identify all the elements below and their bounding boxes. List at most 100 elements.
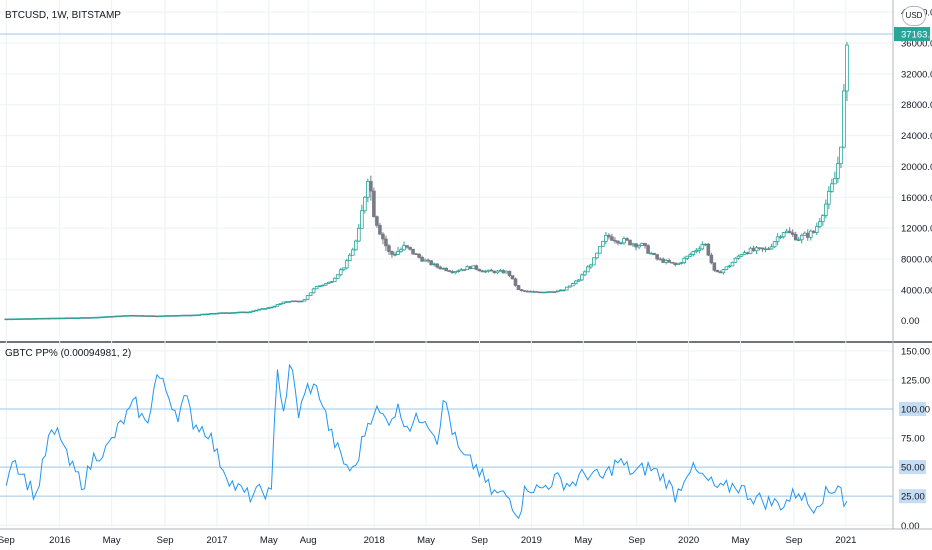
candle-body (79, 317, 84, 319)
candle-body (70, 317, 75, 320)
candle-body (655, 254, 659, 260)
candle-body (745, 252, 750, 255)
candle-body (471, 265, 476, 270)
candle-body (381, 233, 385, 240)
candle-body (429, 260, 433, 266)
candle-body (164, 315, 168, 317)
candle-body (414, 253, 418, 255)
candle-body (438, 266, 442, 270)
candle-body (408, 246, 412, 250)
candle-body (595, 252, 599, 259)
candle-body (549, 291, 554, 293)
candle-body (357, 227, 361, 242)
candle-body (308, 292, 313, 297)
candle-body (447, 270, 452, 272)
indicator-tick-label: 150.00 (901, 346, 930, 357)
candle-body (100, 316, 105, 319)
candle-body (284, 301, 289, 303)
candle-body (564, 286, 569, 291)
candle-body (561, 289, 566, 292)
candle-body (13, 318, 18, 320)
candle-body (34, 318, 39, 320)
candle-body (203, 313, 207, 316)
candle-body (85, 317, 90, 319)
candle-body (109, 316, 114, 318)
candle-body (516, 285, 521, 291)
candle-body (218, 312, 223, 314)
candle-body (158, 315, 162, 318)
price-tick-label: 0.00 (901, 316, 920, 327)
indicator-level-label: 25.00 (901, 492, 925, 503)
x-tick-label: Sep (0, 535, 15, 546)
x-tick-label: 2021 (835, 535, 856, 546)
candle-body (784, 230, 789, 234)
last-price-label: 37163.04 (901, 30, 932, 41)
candle-body (450, 271, 455, 274)
candle-body (573, 280, 578, 284)
candle-body (842, 90, 846, 148)
candle-body (320, 284, 325, 287)
candle-body (326, 281, 331, 284)
candle-body (278, 303, 283, 305)
candle-body (543, 291, 548, 294)
candle-body (302, 299, 307, 302)
candle-body (534, 291, 539, 293)
candle-body (510, 275, 515, 280)
candle-body (37, 317, 42, 320)
candle-body (775, 236, 780, 243)
candle-body (91, 316, 96, 319)
candle-body (143, 315, 147, 317)
candle-body (137, 315, 141, 317)
candle-body (393, 253, 397, 256)
candle-body (305, 295, 310, 300)
candle-body (112, 315, 117, 318)
candle-body (498, 270, 503, 272)
candle-body (567, 285, 572, 288)
candle-body (504, 270, 509, 274)
price-tick-label: 12000.00 (901, 224, 932, 235)
candle-body (131, 314, 135, 317)
candle-body (513, 278, 518, 286)
candle-body (311, 288, 316, 294)
candle-body (350, 249, 355, 256)
candle-body (239, 311, 244, 314)
candle-body (275, 304, 280, 307)
candle-body (601, 240, 605, 247)
candle-body (31, 318, 36, 320)
candle-body (155, 315, 159, 318)
candle-body (715, 269, 720, 273)
candle-body (390, 251, 394, 255)
candle-body (58, 317, 63, 320)
candle-body (531, 291, 536, 293)
candle-body (269, 306, 274, 309)
candle-body (335, 274, 340, 279)
x-tick-label: 2016 (49, 535, 70, 546)
candle-body (140, 315, 144, 317)
candle-body (281, 301, 286, 305)
candle-body (118, 315, 123, 318)
candle-body (607, 234, 611, 238)
candle-body (372, 190, 376, 218)
level-tag (899, 460, 926, 475)
x-tick-label: Sep (157, 535, 174, 546)
candle-body (546, 291, 551, 293)
candle-body (115, 315, 120, 318)
candle-body (287, 301, 292, 303)
candle-body (323, 283, 328, 286)
x-tick-label: May (417, 535, 435, 546)
candle-body (456, 270, 461, 272)
indicator-tick-label: 0.00 (901, 521, 920, 532)
candle-body (700, 244, 705, 250)
candle-body (338, 269, 343, 276)
candle-body (97, 316, 102, 319)
candle-body (769, 246, 774, 250)
candle-body (106, 316, 111, 318)
candle-body (646, 245, 650, 254)
candle-body (399, 249, 403, 252)
level-tag (899, 401, 926, 416)
currency-badge[interactable]: USD (902, 6, 926, 26)
candle-body (808, 230, 813, 238)
candle-body (293, 300, 298, 303)
candle-body (167, 315, 171, 317)
